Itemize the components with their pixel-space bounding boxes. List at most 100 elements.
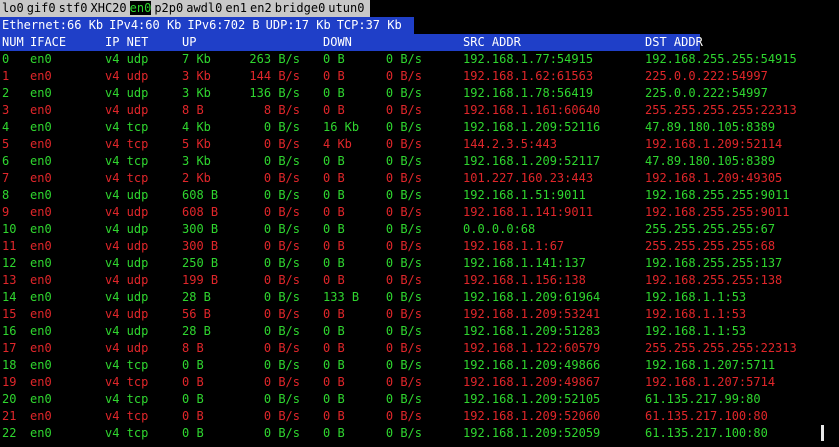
table-row[interactable]: 1 en0 v4 udp 3 Kb 144 B/s 0 B 0 B/s 192.168.1.6… [0, 68, 839, 85]
cell-down-rate: 0 B/s [385, 358, 422, 372]
table-row[interactable]: 20 en0 v4 tcp 0 B 0 B/s 0 B 0 B/s 192.168.1.209… [0, 391, 839, 408]
table-row[interactable]: 4 en0 v4 tcp 4 Kb 0 B/s 16 Kb 0 B/s 192.168.1.2… [0, 119, 839, 136]
interface-tab-p2p0[interactable]: p2p0 [154, 1, 184, 15]
cell-up-rate: 0 B/s [263, 341, 300, 355]
cell-ip-net: v4 tcp [105, 409, 149, 423]
cell-dst-addr: 192.168.255.255:54915 [645, 52, 797, 66]
cell-up-rate: 263 B/s [249, 52, 300, 66]
table-row[interactable]: 22 en0 v4 tcp 0 B 0 B/s 0 B 0 B/s 192.168.1.209… [0, 425, 839, 442]
column-header-up[interactable]: UP [182, 35, 197, 49]
column-header-down[interactable]: DOWN [323, 35, 352, 49]
column-header-src-addr[interactable]: SRC ADDR [463, 35, 521, 49]
table-row[interactable]: 17 en0 v4 udp 8 B 0 B/s 0 B 0 B/s 192.168.1.122… [0, 340, 839, 357]
cell-iface: en0 [30, 222, 52, 236]
cell-down: 16 Kb [323, 120, 360, 134]
table-row[interactable]: 5 en0 v4 tcp 5 Kb 0 B/s 4 Kb 0 B/s 144.2.3.5:44… [0, 136, 839, 153]
column-header-dst-addr[interactable]: DST ADDR [645, 35, 703, 49]
interface-tab-en2[interactable]: en2 [250, 1, 272, 15]
table-row[interactable]: 8 en0 v4 udp 608 B 0 B/s 0 B 0 B/s 192.168.1.51… [0, 187, 839, 204]
cell-down: 0 B [323, 222, 345, 236]
cell-src-addr: 192.168.1.209:52117 [463, 154, 601, 168]
cell-ip-net: v4 udp [105, 290, 149, 304]
cell-num: 8 [2, 188, 10, 202]
cell-up-rate: 0 B/s [263, 120, 300, 134]
table-row[interactable]: 9 en0 v4 udp 608 B 0 B/s 0 B 0 B/s 192.168.1.14… [0, 204, 839, 221]
terminal-cursor [821, 425, 824, 441]
cell-iface: en0 [30, 273, 52, 287]
cell-ip-net: v4 tcp [105, 358, 149, 372]
interface-tab-utun0[interactable]: utun0 [328, 1, 365, 15]
table-row[interactable]: 7 en0 v4 tcp 2 Kb 0 B/s 0 B 0 B/s 101.227.160.2… [0, 170, 839, 187]
column-header-iface[interactable]: IFACE [30, 35, 67, 49]
cell-up: 8 B [182, 341, 204, 355]
interface-tab-en0[interactable]: en0 [129, 1, 152, 15]
interface-tab-xhc20[interactable]: XHC20 [90, 1, 127, 15]
interface-tab-bridge0[interactable]: bridge0 [274, 1, 326, 15]
cell-ip-net: v4 udp [105, 273, 149, 287]
cell-src-addr: 192.168.1.209:51283 [463, 324, 601, 338]
table-row[interactable]: 10 en0 v4 udp 300 B 0 B/s 0 B 0 B/s 0.0.0.0:68 2… [0, 221, 839, 238]
cell-up-rate: 0 B/s [263, 375, 300, 389]
cell-down: 133 B [323, 290, 360, 304]
interface-tab-lo0[interactable]: lo0 [2, 1, 24, 15]
cell-dst-addr: 47.89.180.105:8389 [645, 120, 776, 134]
cell-down-rate: 0 B/s [385, 154, 422, 168]
cell-up: 8 B [182, 103, 204, 117]
cell-num: 5 [2, 137, 10, 151]
cell-up: 0 B [182, 409, 204, 423]
table-row[interactable]: 14 en0 v4 udp 28 B 0 B/s 133 B 0 B/s 192.168.1.… [0, 289, 839, 306]
cell-iface: en0 [30, 324, 52, 338]
cell-down-rate: 0 B/s [385, 290, 422, 304]
cell-dst-addr: 192.168.255.255:9011 [645, 205, 790, 219]
table-row[interactable]: 21 en0 v4 tcp 0 B 0 B/s 0 B 0 B/s 192.168.1.209… [0, 408, 839, 425]
cell-dst-addr: 61.135.217.100:80 [645, 426, 768, 440]
interface-tab-gif0[interactable]: gif0 [26, 1, 56, 15]
table-row[interactable]: 11 en0 v4 udp 300 B 0 B/s 0 B 0 B/s 192.168.1.1… [0, 238, 839, 255]
table-row[interactable]: 13 en0 v4 udp 199 B 0 B/s 0 B 0 B/s 192.168.1.1… [0, 272, 839, 289]
cell-ip-net: v4 tcp [105, 392, 149, 406]
cell-up: 28 B [182, 290, 211, 304]
table-row[interactable]: 19 en0 v4 tcp 0 B 0 B/s 0 B 0 B/s 192.168.1.209… [0, 374, 839, 391]
interface-tab-stf0[interactable]: stf0 [58, 1, 88, 15]
cell-iface: en0 [30, 239, 52, 253]
table-row[interactable]: 16 en0 v4 udp 28 B 0 B/s 0 B 0 B/s 192.168.1.20… [0, 323, 839, 340]
cell-up: 4 Kb [182, 120, 211, 134]
cell-down-rate: 0 B/s [385, 426, 422, 440]
cell-src-addr: 192.168.1.1:67 [463, 239, 565, 253]
cell-num: 17 [2, 341, 17, 355]
cell-up: 56 B [182, 307, 211, 321]
cell-up: 250 B [182, 256, 219, 270]
cell-up: 199 B [182, 273, 219, 287]
cell-num: 7 [2, 171, 10, 185]
cell-num: 10 [2, 222, 17, 236]
cell-up-rate: 0 B/s [263, 239, 300, 253]
cell-dst-addr: 192.168.1.209:52114 [645, 137, 783, 151]
cell-up-rate: 144 B/s [249, 69, 300, 83]
interface-tab-awdl0[interactable]: awdl0 [186, 1, 223, 15]
table-row[interactable]: 15 en0 v4 udp 56 B 0 B/s 0 B 0 B/s 192.168.1.20… [0, 306, 839, 323]
interface-tab-en1[interactable]: en1 [225, 1, 248, 15]
table-row[interactable]: 6 en0 v4 tcp 3 Kb 0 B/s 0 B 0 B/s 192.168.1.209… [0, 153, 839, 170]
column-header-num[interactable]: NUM [2, 35, 24, 49]
cell-down: 0 B [323, 239, 345, 253]
cell-src-addr: 192.168.1.122:60579 [463, 341, 601, 355]
cell-num: 1 [2, 69, 10, 83]
table-row[interactable]: 2 en0 v4 udp 3 Kb 136 B/s 0 B 0 B/s 192.168.1.7… [0, 85, 839, 102]
column-header-ipnet[interactable]: IP NET [105, 35, 149, 49]
cell-up-rate: 0 B/s [263, 137, 300, 151]
table-row[interactable]: 18 en0 v4 tcp 0 B 0 B/s 0 B 0 B/s 192.168.1.209… [0, 357, 839, 374]
cell-num: 13 [2, 273, 17, 287]
cell-down-rate: 0 B/s [385, 205, 422, 219]
cell-iface: en0 [30, 154, 52, 168]
cell-dst-addr: 225.0.0.222:54997 [645, 69, 768, 83]
cell-dst-addr: 192.168.1.207:5711 [645, 358, 776, 372]
table-row[interactable]: 12 en0 v4 udp 250 B 0 B/s 0 B 0 B/s 192.168.1.1… [0, 255, 839, 272]
cell-down: 0 B [323, 392, 345, 406]
cell-down-rate: 0 B/s [385, 137, 422, 151]
table-row[interactable]: 3 en0 v4 udp 8 B 8 B/s 0 B 0 B/s 192.168.1.161:… [0, 102, 839, 119]
cell-down-rate: 0 B/s [385, 103, 422, 117]
cell-ip-net: v4 udp [105, 103, 149, 117]
table-row[interactable]: 0 en0 v4 udp 7 Kb 263 B/s 0 B 0 B/s 192.168.1.7… [0, 51, 839, 68]
cell-iface: en0 [30, 375, 52, 389]
cell-down: 0 B [323, 205, 345, 219]
